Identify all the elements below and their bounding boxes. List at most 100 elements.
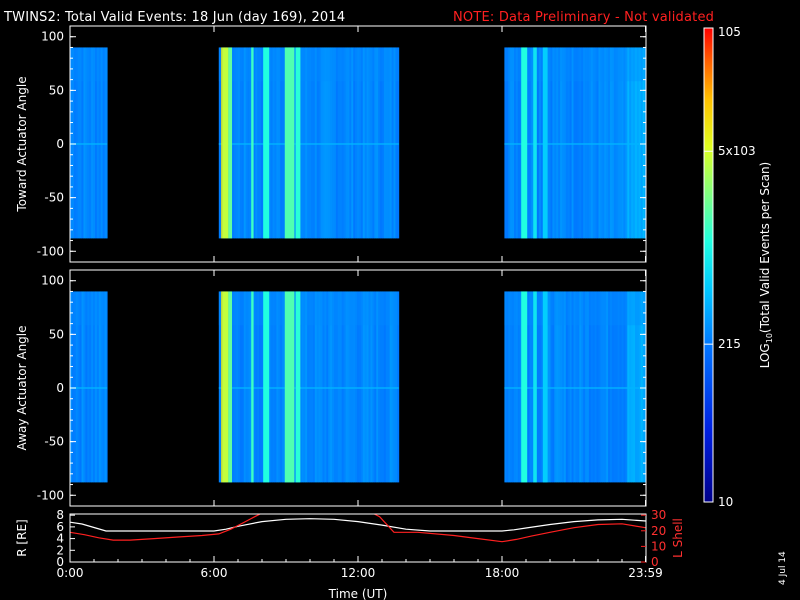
heatmap-strip [322,47,325,239]
heatmap-strip [272,291,275,483]
y-right-tick-label: 20 [651,524,666,538]
heatmap-strip [598,47,601,239]
heatmap-strip [312,47,316,239]
away-angle-panel: -100 -50 0 50 100 Away Actuator Angle [15,269,647,507]
heatmap-strip [259,47,262,239]
x-tick-label: 18:00 [485,566,520,580]
heatmap-strip [309,291,312,483]
heatmap-strip [594,47,597,239]
heatmap-strip [529,291,532,483]
heatmap-strip [245,291,248,483]
heatmap-strip [596,291,599,483]
heatmap-strip [343,291,346,483]
heatmap-strip [592,47,596,239]
heatmap-strip [360,47,364,239]
heatmap-strip [515,291,519,483]
heatmap-strip [372,291,375,483]
y-axis-label: Toward Actuator Angle [15,76,29,212]
y-tick-label: 100 [41,30,64,44]
heatmap-strip [307,291,310,483]
heatmap-strip [341,47,344,239]
heatmap-strip [305,291,308,483]
heatmap-strip [540,47,544,239]
heatmap-strip [554,47,557,239]
heatmap-strip [343,47,346,239]
heatmap-strip [337,291,341,483]
heatmap-strip [383,291,387,483]
heatmap-strip [514,291,517,483]
heatmap-strip [320,291,323,483]
heatmap-strip [253,47,256,239]
heatmap-strip [629,47,632,239]
heatmap-strip [370,47,373,239]
heatmap-strip [87,47,90,239]
heatmap-strip [104,291,107,483]
heatmap-strip [558,291,561,483]
date-stamp: 4 Jul 14 [778,551,788,585]
heatmap-strip [355,291,358,483]
heatmap-band [70,47,108,82]
heatmap-strip [83,47,86,239]
heatmap-hot-band [251,291,254,483]
heatmap-strip [259,291,262,483]
heatmap-strip [293,47,296,239]
heatmap-strip [316,47,320,239]
heatmap-strip [314,47,318,239]
heatmap-strip [326,291,329,483]
heatmap-strip [606,47,609,239]
heatmap-strip [385,291,389,483]
heatmap-strip [91,47,94,239]
heatmap-strip [96,291,100,483]
heatmap-strip [368,47,371,239]
heatmap-strip [89,291,92,483]
y-tick-label: 50 [49,83,64,97]
heatmap-strip [640,291,644,483]
heatmap-strip [270,291,273,483]
heatmap-strip [324,47,327,239]
y-tick-label: -100 [37,488,64,502]
heatmap-strip [517,291,521,483]
heatmap-strip [395,47,398,239]
heatmap-strip [514,47,517,239]
heatmap-strip [563,47,567,239]
heatmap-band [218,47,399,82]
heatmap-strip [330,291,333,483]
heatmap-hot-band [222,47,229,239]
heatmap-strip [310,291,314,483]
heatmap-strip [261,291,264,483]
heatmap-strip [631,47,634,239]
heatmap-strip [538,47,542,239]
heatmap-zero-band [70,143,108,145]
heatmap-hot-band [521,47,528,239]
heatmap-strip [581,291,584,483]
heatmap-strip [276,47,279,239]
heatmap-hot-band [222,291,229,483]
heatmap-strip [512,47,515,239]
heatmap-strip [623,47,626,239]
heatmap-strip [376,47,379,239]
heatmap-strip [305,47,308,239]
heatmap-strip [312,291,316,483]
heatmap-strip [378,47,381,239]
heatmap-strip [241,47,245,239]
heatmap-strip [586,291,590,483]
heatmap-strip [339,47,343,239]
toward-angle-panel: -100 -50 0 50 100 Toward Actuator Angle [15,25,647,263]
heatmap-strip [255,47,258,239]
heatmap-strip [234,47,237,239]
heatmap-strip [332,47,335,239]
heatmap-strip [236,291,239,483]
heatmap-strip [391,47,394,239]
heatmap-strip [70,291,73,483]
heatmap-strip [621,291,624,483]
y-axis-label: Away Actuator Angle [15,325,29,450]
x-tick-label: 23:59 [628,566,663,580]
heatmap-strip [569,291,572,483]
y-right-tick-label: 0 [651,555,659,569]
heatmap-strip [339,291,343,483]
heatmap-strip [590,47,594,239]
heatmap-strip [636,291,640,483]
heatmap-strip [383,47,387,239]
heatmap-strip [560,291,563,483]
heatmap-strip [299,47,302,239]
